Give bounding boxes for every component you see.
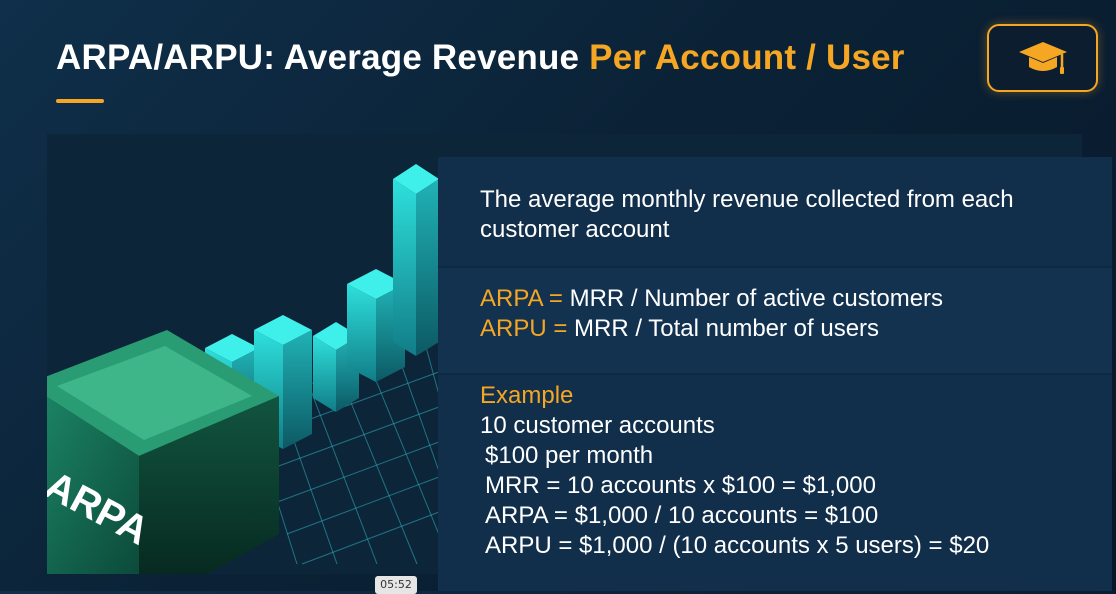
isometric-bar-4 bbox=[347, 269, 405, 382]
arpa-term: ARPA = bbox=[480, 285, 563, 312]
arpa-definition: MRR / Number of active customers bbox=[569, 285, 944, 312]
formula-row: ARPA = MRR / Number of active customers … bbox=[438, 268, 1112, 373]
arpa-formula: ARPA = MRR / Number of active customers bbox=[480, 284, 1112, 314]
example-line: 10 customer accounts bbox=[480, 412, 715, 439]
example-block: Example 10 customer accounts $100 per mo… bbox=[480, 375, 1112, 561]
arpu-definition: MRR / Total number of users bbox=[574, 315, 880, 342]
description-row: The average monthly revenue collected fr… bbox=[438, 157, 1112, 266]
isometric-chart-art: ARPA bbox=[47, 164, 448, 574]
formula-list: ARPA = MRR / Number of active customers … bbox=[480, 268, 1112, 344]
description-text: The average monthly revenue collected fr… bbox=[480, 186, 1014, 243]
title-main: ARPA/ARPU: Average Revenue bbox=[56, 38, 580, 77]
title-accent: Per Account / User bbox=[589, 38, 905, 77]
title-underline bbox=[56, 99, 104, 103]
arpu-term: ARPU = bbox=[480, 315, 568, 342]
isometric-bar-5 bbox=[393, 164, 439, 356]
arpa-cube: ARPA bbox=[47, 330, 279, 574]
info-panel: The average monthly revenue collected fr… bbox=[438, 157, 1112, 591]
example-row: Example 10 customer accounts $100 per mo… bbox=[438, 375, 1112, 591]
example-line: ARPU = $1,000 / (10 accounts x 5 users) … bbox=[485, 532, 990, 559]
example-line: ARPA = $1,000 / 10 accounts = $100 bbox=[485, 502, 879, 529]
graduation-cap-icon bbox=[1018, 42, 1067, 74]
example-line: MRR = 10 accounts x $100 = $1,000 bbox=[485, 472, 876, 499]
graduation-cap-button[interactable] bbox=[987, 24, 1098, 92]
slide-title: ARPA/ARPU: Average Revenue Per Account /… bbox=[56, 38, 905, 78]
arpu-formula: ARPU = MRR / Total number of users bbox=[480, 314, 1112, 344]
example-heading: Example bbox=[480, 382, 574, 409]
example-line: $100 per month bbox=[485, 442, 654, 469]
video-timestamp: 05:52 bbox=[375, 576, 417, 594]
